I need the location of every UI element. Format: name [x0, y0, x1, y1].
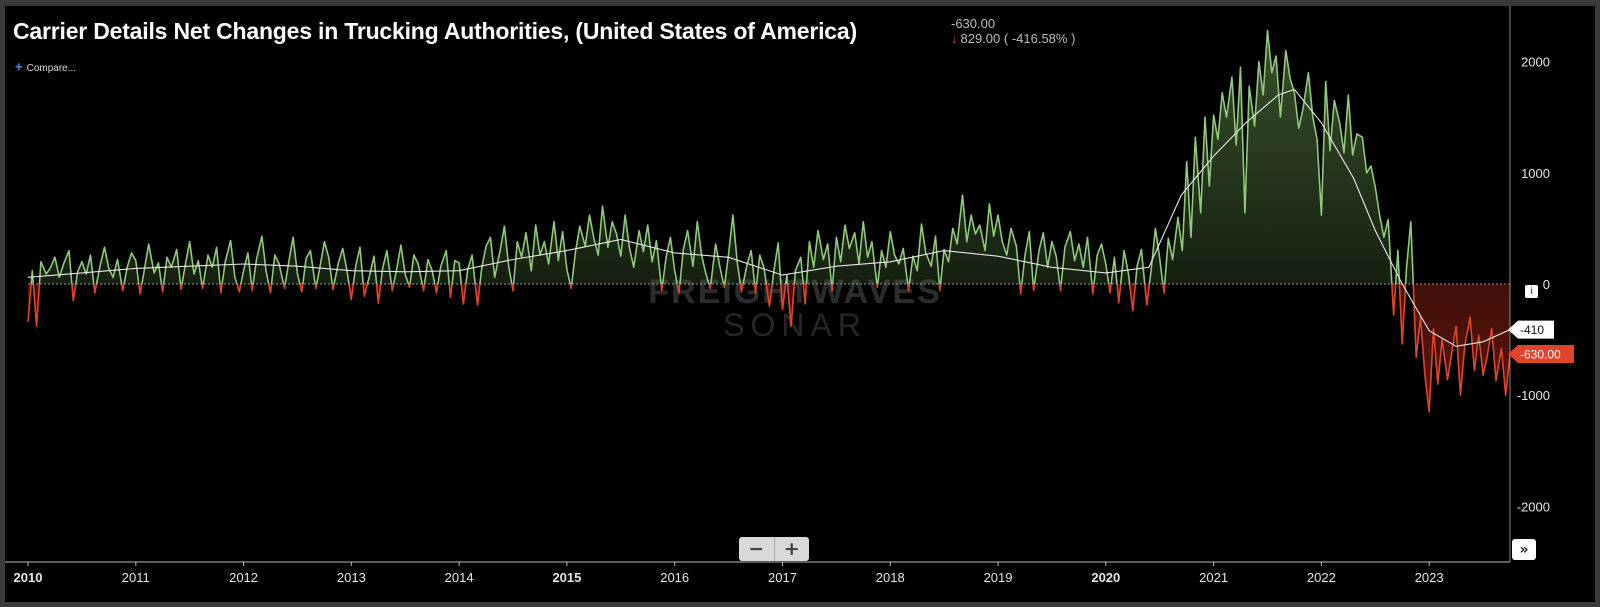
- compare-link[interactable]: + Compare...: [15, 59, 76, 74]
- x-tick-label: 2011: [122, 570, 150, 585]
- area-layer: [28, 30, 1510, 412]
- down-arrow-icon: ↓: [951, 31, 958, 46]
- x-tick-label: 2022: [1307, 570, 1336, 585]
- chart-frame: FREIGHTWAVES SONAR 2000 1000 0 -1000 -2000 2…: [5, 6, 1595, 602]
- scroll-right-button[interactable]: »: [1512, 539, 1536, 560]
- positive-area: [28, 30, 1510, 284]
- x-tick-label: 2023: [1415, 570, 1444, 585]
- moving-average-line: [27, 88, 1511, 347]
- marker-label: -630.00: [1520, 348, 1561, 362]
- chart-title: Carrier Details Net Changes in Trucking …: [13, 18, 857, 44]
- x-tick-label: 2020: [1091, 570, 1120, 585]
- last-value-marker: -630.00: [1508, 345, 1574, 364]
- y-tick-label: 2000: [1521, 55, 1550, 70]
- info-button[interactable]: i: [1525, 285, 1538, 298]
- moving-average-marker: -410: [1508, 320, 1554, 339]
- quote-block: -630.00 ↓ 829.00 ( -416.58% ): [951, 17, 1075, 47]
- marker-tag: [1508, 320, 1554, 339]
- x-tick-label: 2016: [660, 570, 689, 585]
- x-tick-label: 2013: [337, 570, 366, 585]
- x-tick-label: 2018: [876, 570, 905, 585]
- x-tick-label: 2010: [14, 570, 43, 585]
- y-tick-label: -2000: [1517, 499, 1550, 514]
- plus-icon: +: [15, 59, 23, 74]
- compare-label: Compare...: [26, 63, 77, 74]
- change-readout: ↓ 829.00 ( -416.58% ): [951, 31, 1075, 47]
- change-text: 829.00 ( -416.58% ): [960, 31, 1076, 46]
- y-tick-label: 1000: [1521, 166, 1550, 181]
- marker-tag: [1508, 345, 1574, 364]
- title-block: Carrier Details Net Changes in Trucking …: [13, 18, 857, 45]
- y-tick-label: 0: [1543, 277, 1550, 292]
- watermark-line-2: SONAR: [723, 307, 867, 343]
- y-axis-ticks: 2000 1000 0 -1000 -2000: [1517, 55, 1550, 515]
- x-tick-label: 2019: [984, 570, 1013, 585]
- zoom-controls: − +: [739, 537, 809, 561]
- weekly-series-line-positive: [30, 29, 1415, 284]
- current-value: -630.00: [951, 16, 996, 31]
- marker-label: -410: [1520, 323, 1544, 337]
- x-tick-label: 2021: [1199, 570, 1228, 585]
- zoom-in-button[interactable]: +: [783, 538, 800, 560]
- weekly-series-line-negative: [27, 284, 1511, 413]
- x-tick-label: 2015: [552, 570, 581, 585]
- x-axis-ticks: 2010 2011 2012 2013 2014 2015 2016 2017 2018 2019…: [14, 562, 1444, 585]
- value-markers: -410 -630.00: [1508, 320, 1574, 364]
- series-layer: [27, 29, 1511, 413]
- x-tick-label: 2017: [768, 570, 797, 585]
- x-tick-label: 2014: [445, 570, 474, 585]
- zoom-out-button[interactable]: −: [739, 537, 775, 561]
- y-tick-label: -1000: [1517, 388, 1550, 403]
- info-icon: i: [1530, 286, 1533, 297]
- x-tick-label: 2012: [229, 570, 258, 585]
